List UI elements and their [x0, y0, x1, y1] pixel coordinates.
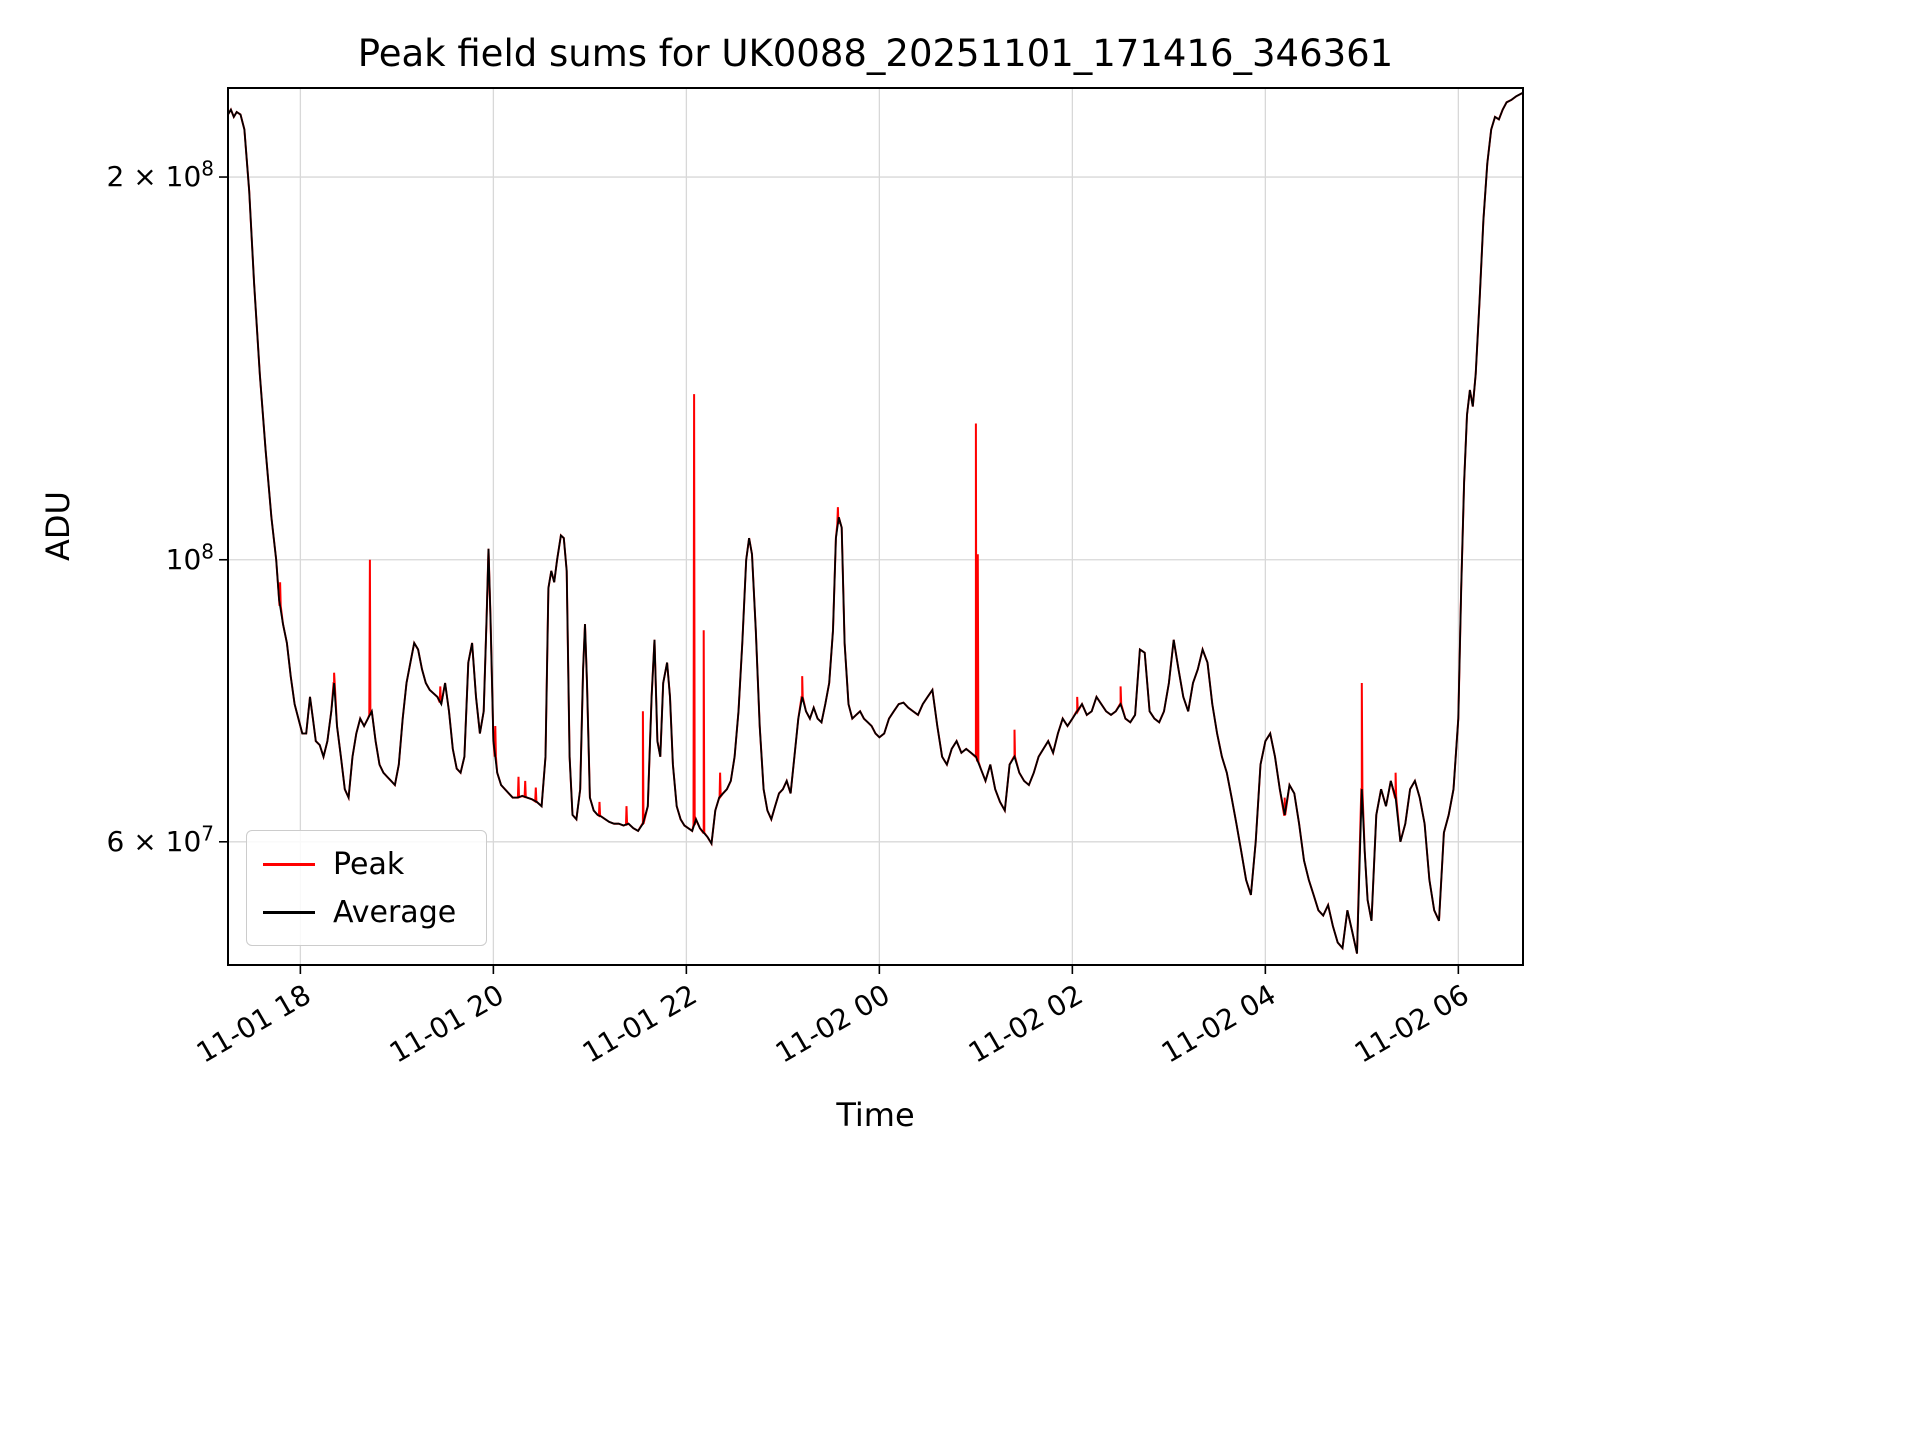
y-tick-label: 108: [165, 539, 214, 576]
legend-label-peak: Peak: [333, 846, 405, 882]
legend: Peak Average: [246, 830, 488, 946]
chart-title: Peak field sums for UK0088_20251101_1714…: [357, 32, 1394, 75]
average-line-swatch: [263, 910, 315, 914]
y-tick-label: 2 × 108: [106, 156, 214, 194]
legend-label-average: Average: [333, 894, 457, 930]
average-series-line: [227, 91, 1524, 954]
y-tick-label: 6 × 107: [106, 821, 214, 858]
tick-marks: [219, 176, 1460, 974]
legend-item-average: Average: [263, 891, 456, 933]
x-axis-label: Time: [836, 1096, 915, 1134]
series: [227, 91, 1524, 954]
legend-item-peak: Peak: [263, 843, 456, 885]
axes-border: [227, 87, 1524, 966]
grid: [228, 88, 1523, 965]
peak-series-line: [227, 91, 1524, 954]
peak-line-swatch: [263, 862, 315, 866]
